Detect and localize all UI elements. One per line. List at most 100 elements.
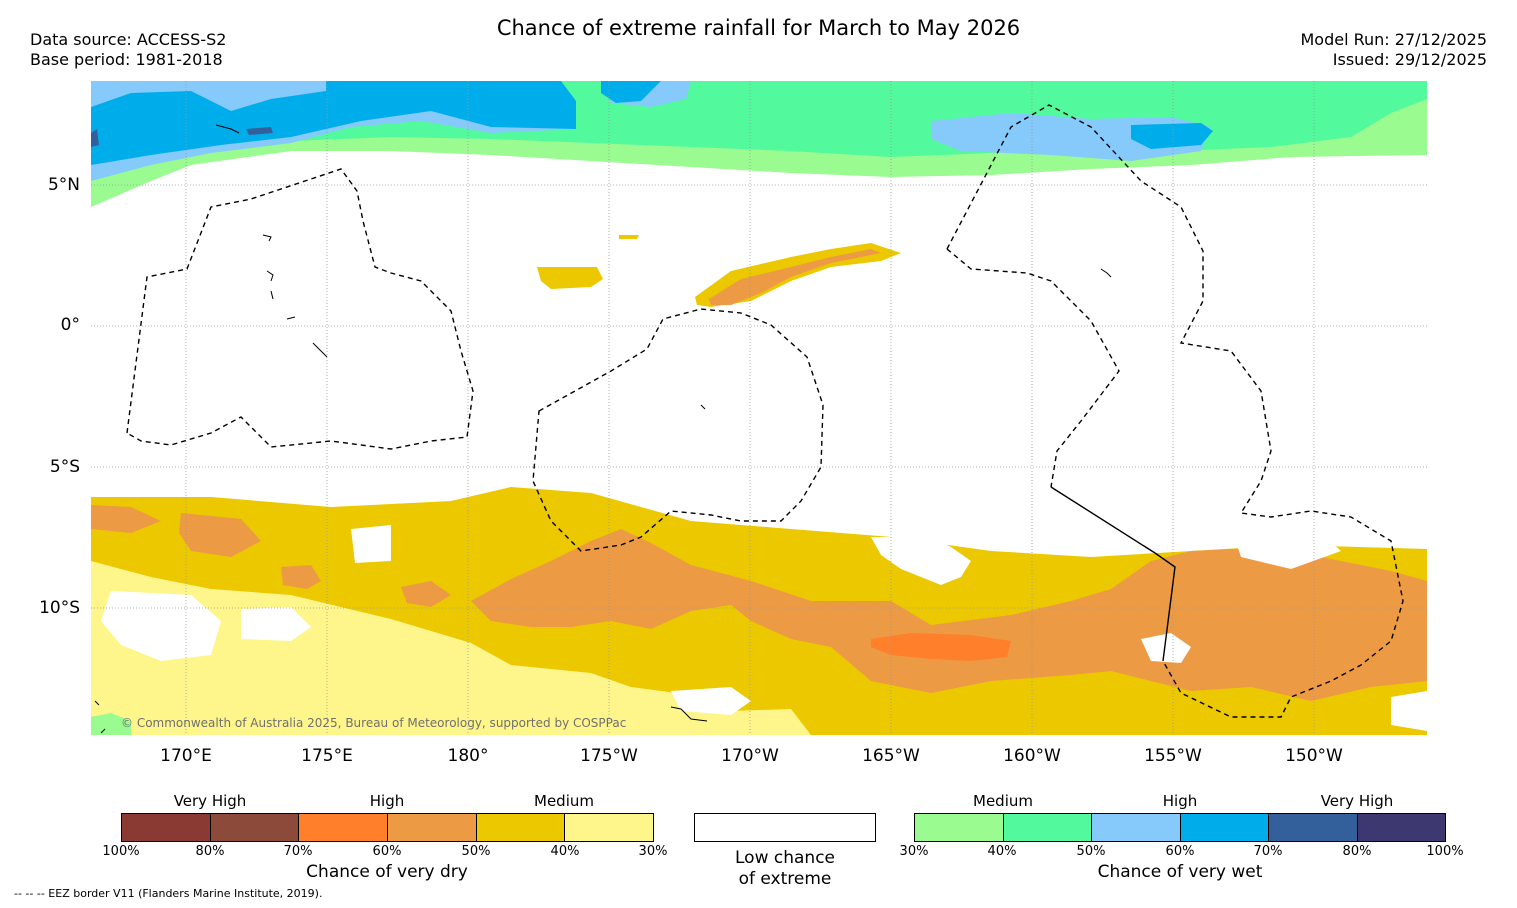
- wet-swatch-40-50: [1003, 814, 1092, 841]
- dry-tick-50: 50%: [461, 844, 491, 859]
- data-source-block: Data source: ACCESS-S2 Base period: 1981…: [30, 30, 226, 70]
- low-chance-legend-title: Low chance of extreme: [685, 848, 885, 890]
- low-chance-gap: [871, 537, 971, 585]
- island-4: [286, 316, 296, 320]
- eez-border-tokelau: [532, 308, 824, 552]
- dry-tick-40: 40%: [550, 844, 580, 859]
- island-cluster: [215, 124, 240, 134]
- wet-group-very-high: Very High: [1320, 792, 1394, 810]
- dry-swatch-40-30: [565, 814, 654, 841]
- island-3: [270, 290, 274, 300]
- dry-high-band: [709, 249, 881, 305]
- graticule: [91, 81, 1427, 735]
- lon-label-180: 180°: [447, 746, 489, 766]
- wet-medium-light-corner: [91, 713, 131, 735]
- base-period: Base period: 1981-2018: [30, 50, 223, 69]
- island-6: [700, 404, 706, 410]
- dry-high-region-3: [471, 529, 1427, 701]
- wet-tick-50: 50%: [1076, 844, 1106, 859]
- map-title: Chance of extreme rainfall for March to …: [496, 16, 1021, 40]
- wet-swatch-80-100: [1357, 814, 1445, 841]
- dry-swatch-60-50: [388, 814, 477, 841]
- island-10: [100, 728, 106, 734]
- dry-high-region-5: [401, 581, 451, 607]
- wet-legend-title: Chance of very wet: [1097, 862, 1263, 882]
- dry-tick-100: 100%: [102, 844, 140, 859]
- low-chance-gap-2: [1141, 633, 1191, 663]
- wet-swatch-70-80: [1269, 814, 1358, 841]
- island-9: [94, 700, 100, 706]
- lat-label-5s: 5°S: [49, 457, 80, 477]
- dry-medium-light-region: [91, 561, 811, 735]
- wet-swatch-60-70: [1180, 814, 1269, 841]
- eez-footnote: -- -- -- EEZ border V11 (Flanders Marine…: [14, 887, 323, 900]
- wet-tick-100: 100%: [1426, 844, 1464, 859]
- dry-swatch-70-60: [299, 814, 389, 841]
- lat-label-5n: 5°N: [47, 175, 80, 195]
- low-chance-line2: of extreme: [738, 869, 832, 889]
- lon-label-160w: 160°W: [1003, 746, 1061, 766]
- wet-tick-60: 60%: [1165, 844, 1195, 859]
- dry-tick-70: 70%: [283, 844, 313, 859]
- island-7: [1100, 268, 1112, 278]
- dry-band-south: [91, 487, 1427, 735]
- dry-swatch-80-70: [210, 814, 300, 841]
- lon-label-175e: 175°E: [301, 746, 353, 766]
- eez-border-kiribati-line: [946, 104, 1404, 718]
- low-chance-swatch: [694, 813, 876, 842]
- dry-medium-patch-2: [619, 235, 639, 239]
- low-chance-gap-8: [1231, 527, 1341, 569]
- wet-tick-70: 70%: [1253, 844, 1283, 859]
- lon-label-155w: 155°W: [1144, 746, 1202, 766]
- dry-high-region-4: [281, 565, 321, 589]
- wet-group-medium: Medium: [973, 792, 1033, 810]
- low-chance-gap-5: [241, 607, 311, 641]
- eez-border-kiribati-gilbert: [126, 168, 474, 450]
- lat-label-0: 0°: [60, 315, 80, 335]
- dry-group-very-high: Very High: [173, 792, 247, 810]
- lon-label-175w: 175°W: [580, 746, 638, 766]
- wet-tick-40: 40%: [987, 844, 1017, 859]
- dry-group-medium: Medium: [534, 792, 594, 810]
- low-chance-line1: Low chance: [735, 848, 835, 868]
- dry-tick-60: 60%: [372, 844, 402, 859]
- low-chance-gap-4: [101, 591, 221, 661]
- wet-swatch-30-40: [915, 814, 1004, 841]
- low-chance-gap-3: [1391, 691, 1427, 731]
- eez-borders: [126, 104, 1404, 718]
- data-source: Data source: ACCESS-S2: [30, 30, 227, 49]
- lon-label-150w: 150°W: [1285, 746, 1343, 766]
- lon-label-170e: 170°E: [160, 746, 212, 766]
- dry-medium-patch: [537, 267, 603, 289]
- low-chance-gap-7: [351, 525, 391, 563]
- wet-colorbar: [914, 813, 1446, 842]
- eez-border-line-islands-west: [946, 248, 1120, 488]
- dry-legend-title: Chance of very dry: [306, 862, 468, 882]
- run-info-block: Model Run: 27/12/2025 Issued: 29/12/2025: [1301, 30, 1488, 70]
- dry-tick-80: 80%: [195, 844, 225, 859]
- wet-high-region: [91, 81, 576, 165]
- rainfall-map: © Commonwealth of Australia 2025, Bureau…: [91, 81, 1427, 735]
- wet-tick-30: 30%: [899, 844, 929, 859]
- wet-tick-80: 80%: [1342, 844, 1372, 859]
- wet-high-region-2: [601, 81, 661, 103]
- issued-date: Issued: 29/12/2025: [1332, 50, 1487, 69]
- copyright-note: © Commonwealth of Australia 2025, Bureau…: [121, 716, 626, 730]
- wet-high-region-3: [1131, 123, 1213, 149]
- island-8: [670, 706, 708, 722]
- eez-border-solid: [1050, 486, 1176, 662]
- island: [262, 234, 272, 242]
- wet-group-high: High: [1162, 792, 1198, 810]
- model-run: Model Run: 27/12/2025: [1300, 30, 1488, 49]
- dry-swatch-50-40: [476, 814, 566, 841]
- dry-high-region-2: [179, 513, 261, 557]
- dry-colorbar: [121, 813, 654, 842]
- wet-band-north: [91, 81, 1427, 207]
- low-chance-gap-6: [671, 687, 751, 715]
- wet-swatch-50-60: [1092, 814, 1181, 841]
- islands: [94, 124, 1112, 734]
- island-2: [266, 270, 274, 282]
- island-5: [312, 342, 328, 358]
- dry-high-region: [91, 505, 161, 533]
- lon-label-165w: 165°W: [862, 746, 920, 766]
